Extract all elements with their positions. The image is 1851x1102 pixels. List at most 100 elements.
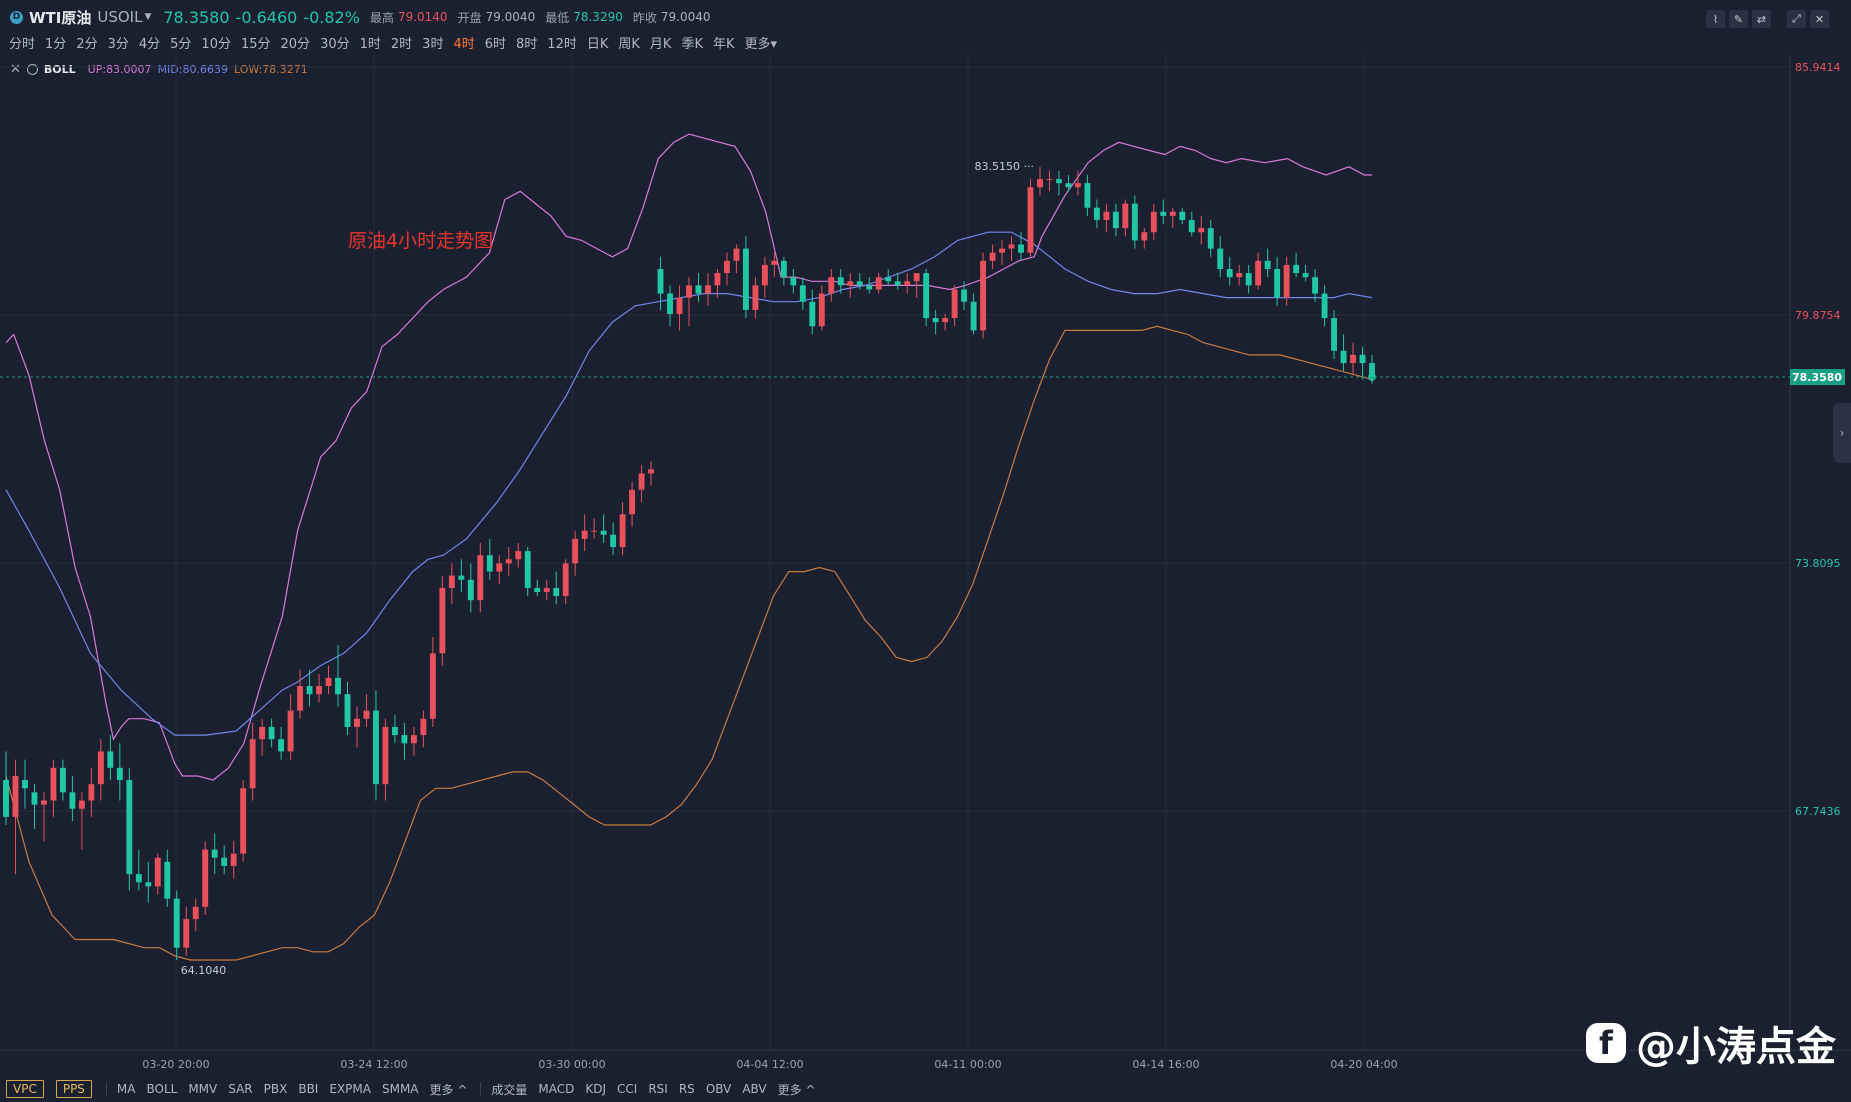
candle-body bbox=[316, 686, 322, 695]
main-indicator-item[interactable]: SAR bbox=[228, 1082, 253, 1096]
close-indicator-icon[interactable]: ✕ bbox=[10, 61, 21, 77]
period-tab[interactable]: 3分 bbox=[107, 36, 129, 52]
chevron-right-icon[interactable]: › bbox=[1833, 403, 1851, 463]
candle-body bbox=[335, 677, 341, 695]
period-tab[interactable]: 3时 bbox=[422, 36, 444, 52]
period-tab[interactable]: 季K bbox=[681, 36, 703, 52]
candle-body bbox=[629, 489, 636, 515]
period-tab[interactable]: 更多▾ bbox=[744, 36, 778, 52]
open-value: 79.0040 bbox=[485, 10, 536, 24]
candle-body bbox=[1188, 219, 1195, 233]
period-tab[interactable]: 6时 bbox=[484, 36, 507, 52]
main-indicator-item[interactable]: BOLL bbox=[146, 1082, 178, 1096]
period-tab[interactable]: 10分 bbox=[201, 36, 231, 52]
close-icon[interactable]: ✕ bbox=[1810, 10, 1829, 28]
candle-body bbox=[1018, 244, 1024, 253]
candle-body bbox=[287, 710, 294, 752]
candle-body bbox=[1245, 273, 1252, 286]
main-indicator-item[interactable]: SMMA bbox=[381, 1082, 419, 1096]
candle-body bbox=[610, 534, 617, 548]
candle-body bbox=[164, 861, 171, 899]
candle-body bbox=[733, 248, 740, 261]
period-tab[interactable]: 4时 bbox=[453, 36, 475, 52]
candle-body bbox=[676, 297, 683, 314]
candle-body bbox=[581, 530, 588, 539]
sub-indicator-item[interactable]: CCI bbox=[617, 1082, 638, 1096]
period-tab[interactable]: 15分 bbox=[240, 36, 271, 52]
period-tab[interactable]: 12时 bbox=[547, 36, 577, 52]
chevron-down-icon[interactable]: ▼ bbox=[144, 12, 152, 22]
candle-body bbox=[913, 273, 920, 282]
candle-body bbox=[97, 751, 104, 785]
candle-body bbox=[1093, 207, 1100, 220]
candle-body bbox=[1074, 183, 1081, 188]
period-tab[interactable]: 1分 bbox=[45, 36, 67, 52]
period-tab[interactable]: 1时 bbox=[359, 36, 381, 52]
y-tick-label: 67.7436 bbox=[1795, 805, 1841, 818]
candle-body bbox=[1312, 277, 1319, 294]
overlay-tag[interactable]: PPS bbox=[55, 1080, 92, 1098]
expand-icon[interactable]: ⤢ bbox=[1787, 10, 1806, 28]
sub-indicator-item[interactable]: OBV bbox=[705, 1082, 732, 1096]
quote-header: D WTI原油 USOIL ▼ 78.3580 -0.6460 -0.82% 最… bbox=[0, 0, 1851, 34]
period-tab[interactable]: 30分 bbox=[320, 36, 350, 52]
sub-indicator-item[interactable]: 成交量 bbox=[491, 1082, 528, 1097]
instrument-name[interactable]: WTI原油 bbox=[29, 8, 92, 27]
sub-indicator-item[interactable]: RS bbox=[678, 1082, 695, 1096]
sub-indicator-item[interactable]: RSI bbox=[648, 1082, 668, 1096]
instrument-code[interactable]: USOIL bbox=[97, 8, 143, 26]
divider bbox=[480, 1082, 482, 1096]
boll-up-value: UP:83.0007 bbox=[87, 62, 152, 76]
candle-body bbox=[363, 710, 370, 719]
main-indicator-item[interactable]: PBX bbox=[263, 1082, 288, 1096]
candle-body bbox=[799, 285, 806, 302]
candle-body bbox=[1179, 211, 1186, 220]
current-price-dot bbox=[1368, 373, 1376, 382]
overlay-tag[interactable]: VPC bbox=[6, 1080, 44, 1098]
draw-icon[interactable]: ✎ bbox=[1729, 10, 1748, 28]
candle-body bbox=[1169, 211, 1176, 216]
candle-body bbox=[1122, 203, 1129, 229]
period-tab[interactable]: 2时 bbox=[390, 36, 413, 52]
candle-body bbox=[211, 849, 218, 858]
period-tab[interactable]: 年K bbox=[712, 36, 735, 52]
sub-indicator-item[interactable]: MACD bbox=[538, 1082, 575, 1096]
main-indicator-item[interactable]: BBI bbox=[298, 1082, 319, 1096]
main-indicator-item[interactable]: EXPMA bbox=[329, 1082, 371, 1096]
candle-body bbox=[50, 767, 57, 801]
period-tab[interactable]: 2分 bbox=[76, 36, 98, 52]
main-indicator-item[interactable]: MA bbox=[116, 1082, 136, 1096]
period-tab[interactable]: 20分 bbox=[280, 36, 311, 52]
main-indicator-item[interactable]: MMV bbox=[188, 1082, 218, 1096]
visibility-icon[interactable] bbox=[26, 63, 38, 75]
period-tab[interactable]: 分时 bbox=[9, 36, 36, 52]
period-tab[interactable]: 4分 bbox=[138, 36, 161, 52]
candle-body bbox=[1008, 244, 1015, 249]
main-indicator-item[interactable]: 更多 ^ bbox=[429, 1082, 468, 1097]
candle-body bbox=[1141, 232, 1148, 241]
divider bbox=[105, 1082, 107, 1096]
period-tab[interactable]: 8时 bbox=[516, 36, 538, 52]
candle-body bbox=[496, 563, 503, 572]
candle-body bbox=[562, 563, 569, 597]
candle-body bbox=[904, 281, 911, 286]
candle-body bbox=[705, 285, 711, 294]
period-tab[interactable]: 日K bbox=[586, 36, 609, 52]
sub-indicator-item[interactable]: KDJ bbox=[585, 1082, 607, 1096]
period-tab[interactable]: 5分 bbox=[170, 36, 192, 52]
sub-indicator-item[interactable]: ABV bbox=[742, 1082, 767, 1096]
sub-indicator-item[interactable]: 更多 ^ bbox=[777, 1082, 816, 1097]
period-tab[interactable]: 周K bbox=[618, 36, 640, 52]
y-tick-label: 73.8095 bbox=[1795, 557, 1841, 570]
candle-body bbox=[410, 735, 417, 744]
candle-body bbox=[107, 751, 114, 768]
indicator-name[interactable]: BOLL bbox=[43, 62, 76, 76]
chart-type-icon[interactable]: ⌇ bbox=[1706, 10, 1725, 28]
symbol-icon: D bbox=[10, 10, 23, 24]
compare-icon[interactable]: ⇄ bbox=[1752, 10, 1771, 28]
x-tick-label: 03-20 20:00 bbox=[142, 1058, 209, 1071]
period-tab[interactable]: 月K bbox=[649, 36, 672, 52]
candlestick-chart[interactable]: 85.9414 79.8754 73.8095 67.7436 03-20 20:00 0… bbox=[0, 54, 1851, 1074]
candle-body bbox=[259, 726, 266, 740]
candle-body bbox=[458, 575, 465, 580]
